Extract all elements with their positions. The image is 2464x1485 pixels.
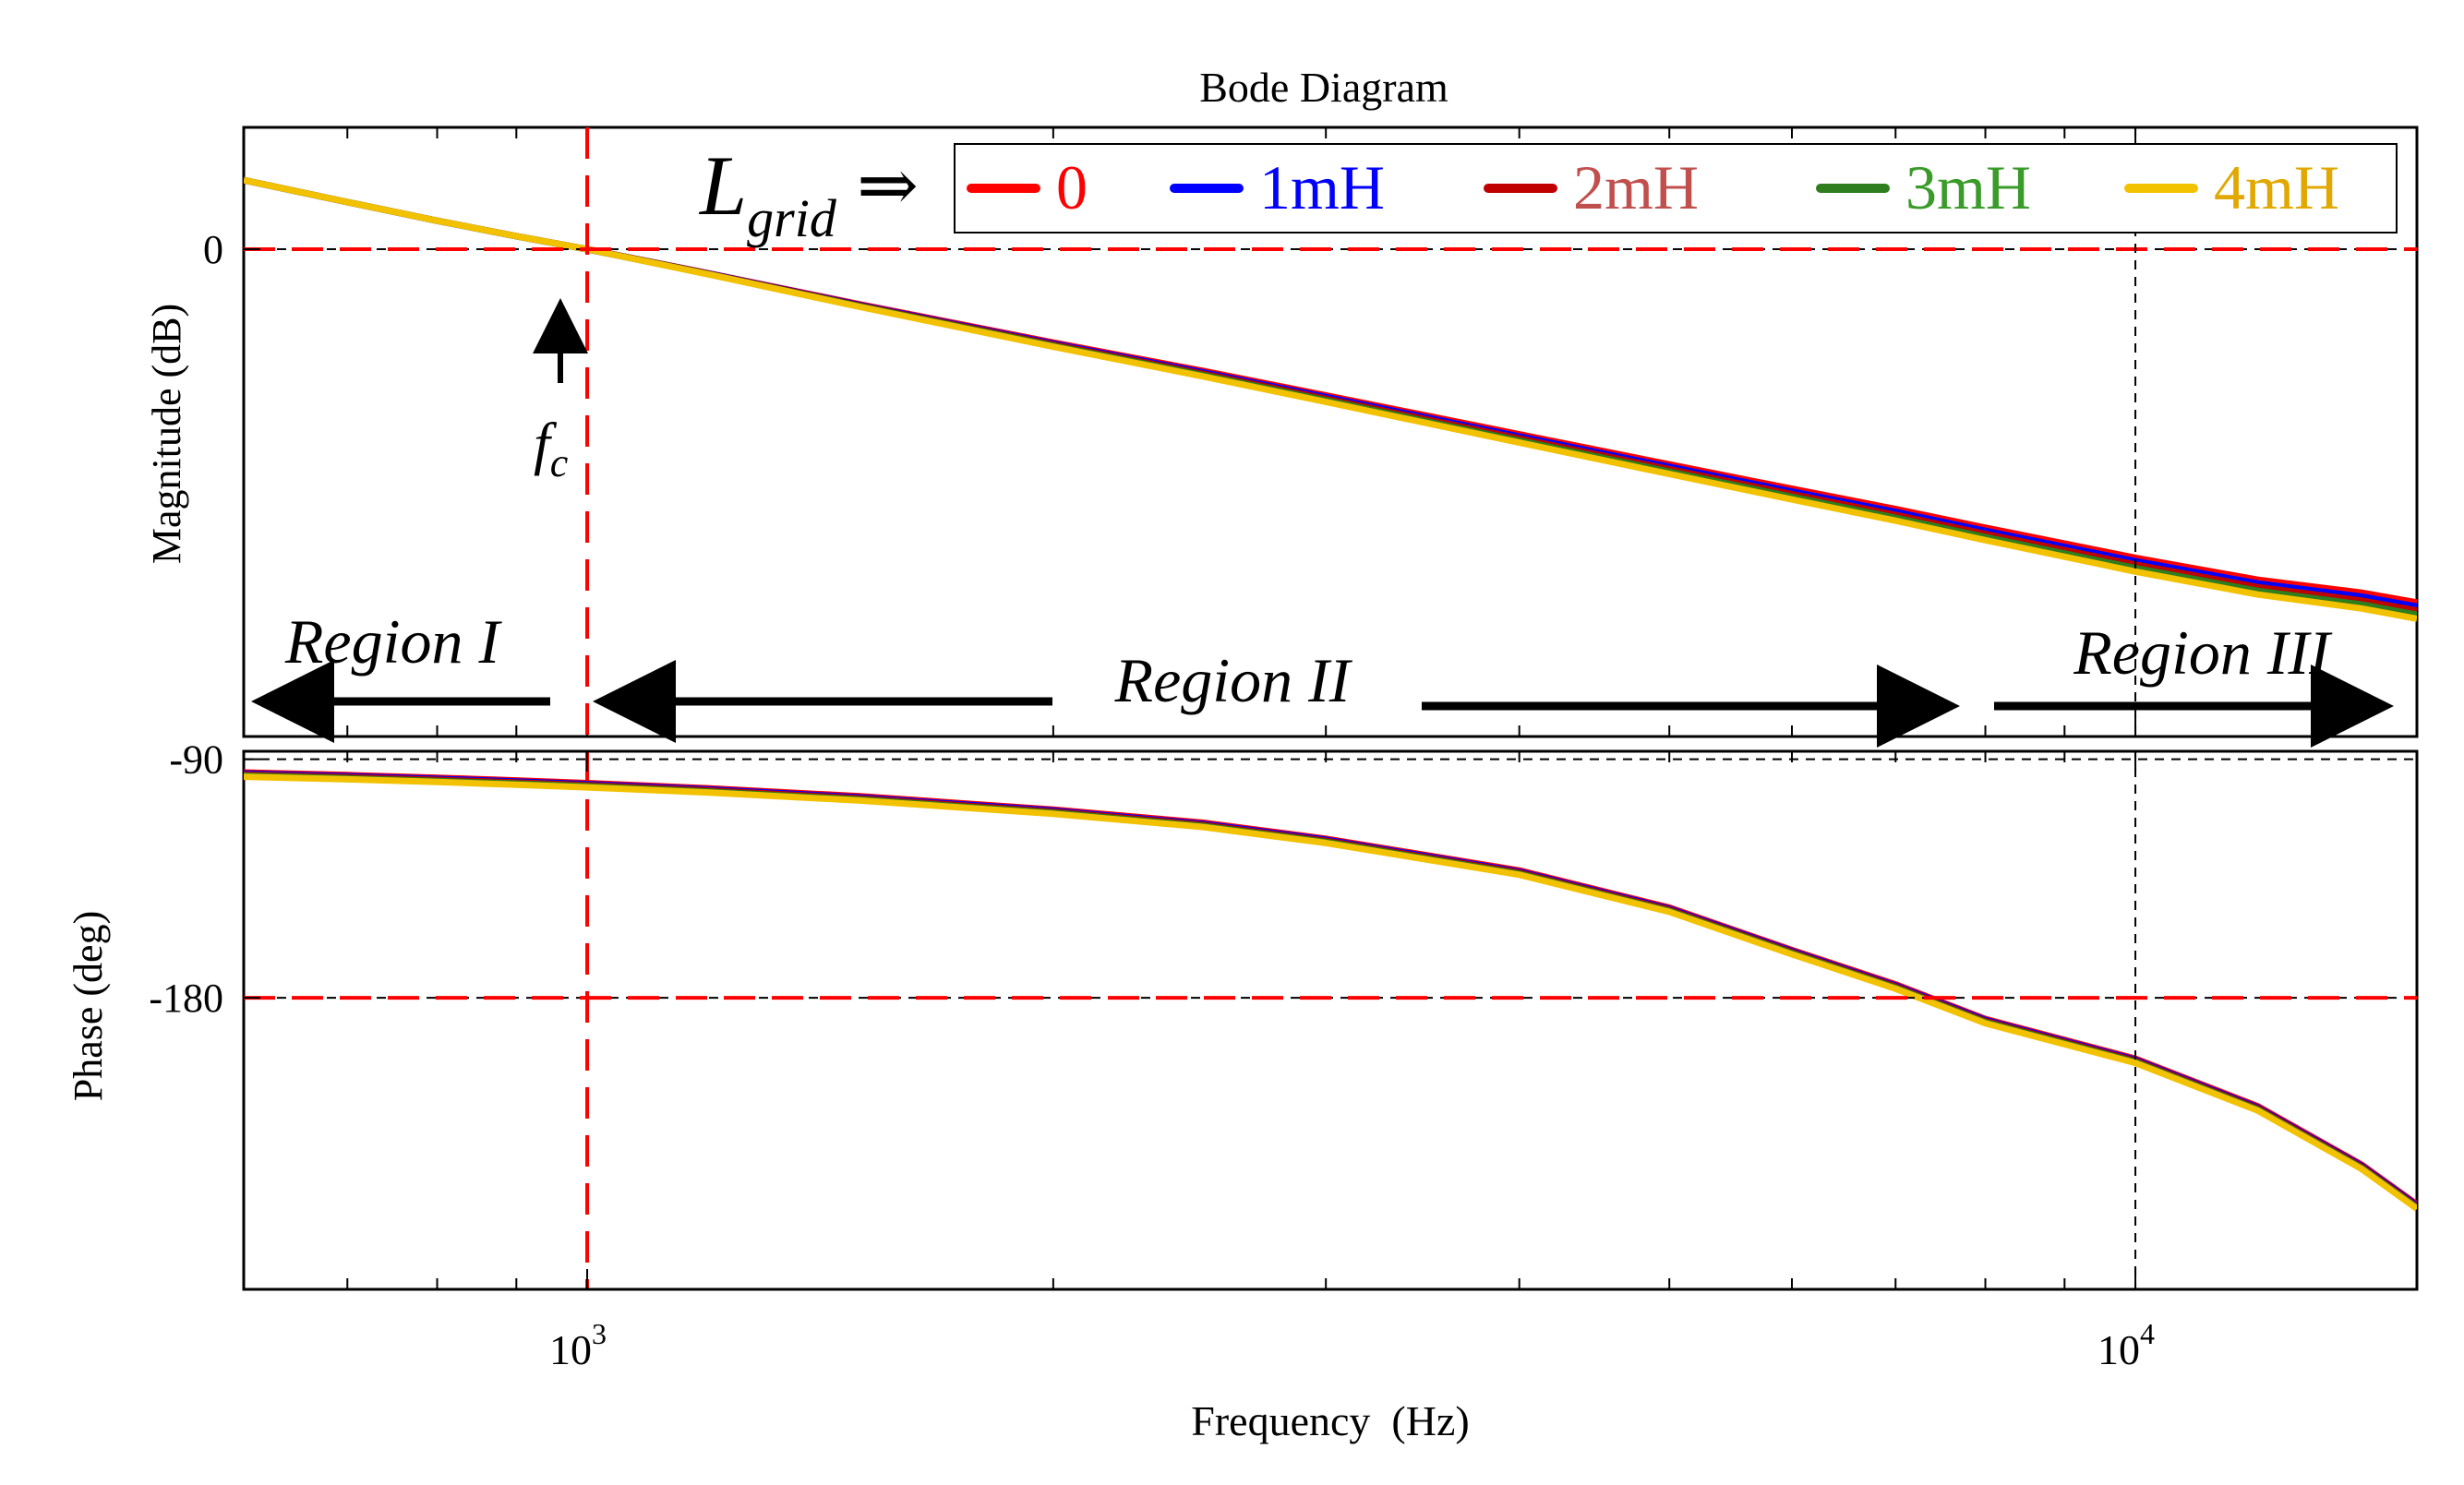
phase-y-label: Phase (deg) [66,911,111,1102]
magnitude-y-tick-labels: 0 [203,227,260,272]
region-annotations: Region I Region II Region III [251,606,2394,748]
x-tick-label: 103 [549,1317,607,1373]
legend-label-4mH: 4mH [2214,152,2339,222]
phase-guide-lines [244,751,2417,1289]
y-tick-label: -180 [149,976,223,1021]
region-label-1: Region I [284,606,503,677]
chart-title: Bode Diagram [1199,64,1448,111]
region-label-2: Region II [1114,645,1353,715]
legend-label-1mH: 1mH [1259,152,1385,222]
legend-label-0: 0 [1056,152,1088,222]
legend-items: 0 1mH 2mH 3mH 4mH [967,152,2339,222]
magnitude-axes-frame [242,126,2419,738]
phase-series-4mH [244,773,2417,1212]
legend-prefix-sub: grid [747,188,837,248]
region-label-3: Region III [2073,617,2333,688]
x-axis-label: Frequency (Hz) [1191,1397,1469,1444]
phase-plot: -90 -180 Phase (deg) [66,737,2419,1291]
phase-x-ticks [243,751,2137,1289]
phase-y-tick-labels: -90 -180 [149,737,260,1021]
svg-text:Lgrid: Lgrid [698,138,837,248]
phase-curves [244,769,2417,1212]
x-tick-labels: 103 104 [549,1317,2155,1373]
magnitude-y-label: Magnitude (dB) [144,304,189,564]
crossover-label-sub: c [550,440,569,485]
legend: Lgrid ⇒ 0 1mH 2mH 3mH 4mH [698,138,2398,248]
phase-series-3mH [244,772,2417,1211]
crossover-annotation: fc [533,298,588,485]
legend-label-2mH: 2mH [1573,152,1699,222]
magnitude-series-4mH [244,176,2417,622]
svg-text:fc: fc [534,411,569,485]
legend-label-3mH: 3mH [1905,152,2031,222]
legend-arrow: ⇒ [857,146,919,227]
phase-axes-frame [242,749,2419,1291]
magnitude-curves [244,176,2417,622]
magnitude-plot: 0 Magnitude (dB) fc Region I Region II R… [144,126,2419,1289]
legend-prefix-main: L [698,138,747,233]
y-tick-label: -90 [169,737,223,783]
y-tick-label: 0 [203,227,223,272]
x-tick-label: 104 [2097,1317,2155,1373]
phase-series-1mH [244,770,2417,1209]
